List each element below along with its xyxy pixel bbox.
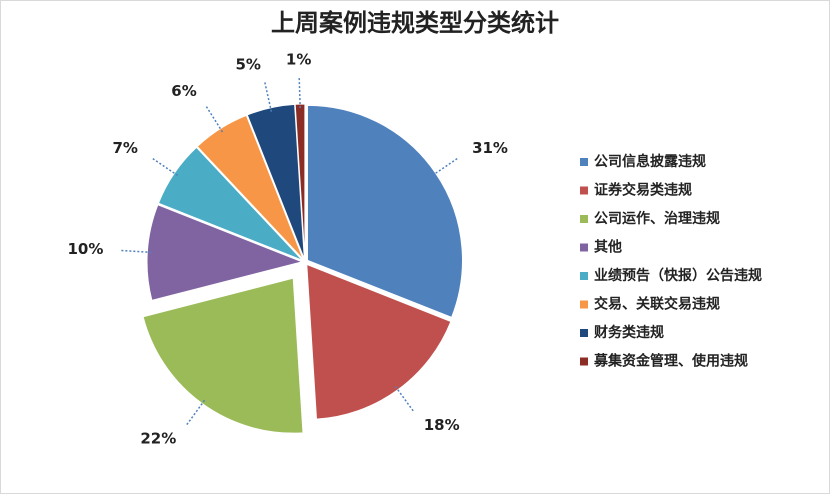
pie-slice xyxy=(142,277,304,434)
pie-slice xyxy=(246,103,305,260)
legend-label: 其他 xyxy=(594,239,622,256)
data-label: 31% xyxy=(472,139,508,157)
legend-marker xyxy=(580,272,588,280)
legend-marker xyxy=(580,186,588,195)
data-label: 10% xyxy=(67,240,103,258)
legend-marker xyxy=(580,215,588,223)
leader-line xyxy=(298,76,301,109)
leader-line xyxy=(431,156,460,177)
pie-slice xyxy=(157,146,303,261)
legend-marker xyxy=(580,357,588,366)
legend-label: 公司运作、治理违规 xyxy=(594,210,720,227)
leader-line xyxy=(394,386,415,413)
legend-label: 公司信息披露违规 xyxy=(594,153,706,170)
legend-marker xyxy=(580,300,588,309)
leader-line xyxy=(204,104,224,133)
leader-line xyxy=(119,249,152,254)
legend-label: 募集资金管理、使用违规 xyxy=(593,353,748,370)
data-label: 6% xyxy=(171,82,196,100)
leader-line xyxy=(150,156,179,177)
legend-marker xyxy=(580,243,588,252)
data-label: 5% xyxy=(235,55,260,73)
pie-slice xyxy=(306,263,452,420)
data-label: 22% xyxy=(140,430,176,448)
legend-label: 证券交易类违规 xyxy=(594,182,692,199)
leader-line xyxy=(263,80,273,112)
data-label: 18% xyxy=(424,416,460,434)
legend-label: 交易、关联交易违规 xyxy=(594,296,720,313)
legend-label: 业绩预告（快报）公告违规 xyxy=(594,267,762,284)
legend-marker xyxy=(580,329,588,337)
pie-slice xyxy=(196,114,304,260)
data-label: 1% xyxy=(286,51,311,69)
pie-slice xyxy=(146,204,304,301)
legend-label: 财务类违规 xyxy=(593,324,664,341)
leader-line xyxy=(185,399,206,427)
chart-title: 上周案例违规类型分类统计 xyxy=(271,9,559,37)
data-label: 7% xyxy=(112,139,137,157)
legend-marker xyxy=(580,158,588,166)
